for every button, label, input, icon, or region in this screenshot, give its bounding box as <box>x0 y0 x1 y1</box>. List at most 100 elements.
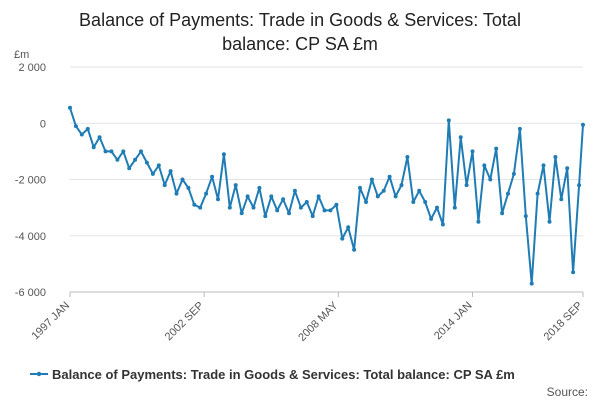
data-point[interactable] <box>245 194 250 199</box>
data-point[interactable] <box>500 211 505 216</box>
data-point[interactable] <box>352 247 357 252</box>
data-point[interactable] <box>227 205 232 210</box>
data-point[interactable] <box>511 171 516 176</box>
data-point[interactable] <box>565 166 570 171</box>
data-point[interactable] <box>221 152 226 157</box>
data-point[interactable] <box>535 191 540 196</box>
data-point[interactable] <box>429 216 434 221</box>
data-point[interactable] <box>470 149 475 154</box>
data-point[interactable] <box>417 188 422 193</box>
data-point[interactable] <box>73 124 78 129</box>
data-point[interactable] <box>541 163 546 168</box>
data-point[interactable] <box>68 105 72 110</box>
data-point[interactable] <box>127 166 132 171</box>
data-point[interactable] <box>139 149 143 154</box>
data-point[interactable] <box>559 197 564 202</box>
data-point[interactable] <box>216 197 220 202</box>
data-point[interactable] <box>423 200 428 204</box>
data-point[interactable] <box>440 222 445 227</box>
data-point[interactable] <box>571 270 576 275</box>
data-point[interactable] <box>405 155 410 159</box>
data-point[interactable] <box>239 211 244 216</box>
data-point[interactable] <box>257 185 262 190</box>
data-point[interactable] <box>452 205 457 210</box>
data-point[interactable] <box>334 202 339 207</box>
data-point[interactable] <box>577 183 582 188</box>
data-point[interactable] <box>494 146 499 151</box>
data-point[interactable] <box>198 205 203 210</box>
data-point[interactable] <box>458 135 463 140</box>
data-point[interactable] <box>316 194 321 199</box>
data-point[interactable] <box>180 177 185 182</box>
data-point[interactable] <box>399 183 404 188</box>
data-point[interactable] <box>144 160 149 165</box>
data-point[interactable] <box>186 185 191 190</box>
data-point[interactable] <box>358 185 362 190</box>
data-point[interactable] <box>364 200 368 204</box>
data-point[interactable] <box>346 225 351 230</box>
data-point[interactable] <box>281 197 286 202</box>
data-point[interactable] <box>411 200 416 204</box>
data-point[interactable] <box>115 157 120 162</box>
data-point[interactable] <box>482 163 487 168</box>
data-point[interactable] <box>204 191 209 196</box>
data-point[interactable] <box>233 183 238 188</box>
data-point[interactable] <box>529 281 534 286</box>
y-axis-ticks: 2 000 0 -2 000 -4 000 -6 000 <box>15 62 46 299</box>
data-point[interactable] <box>488 177 493 182</box>
data-point[interactable] <box>369 177 374 182</box>
data-point[interactable] <box>393 194 398 199</box>
data-point[interactable] <box>298 205 303 210</box>
data-point[interactable] <box>174 191 179 196</box>
data-point[interactable] <box>464 183 469 188</box>
chart-title-line-1: Balance of Payments: Trade in Goods & Se… <box>79 10 521 30</box>
data-point[interactable] <box>581 122 585 127</box>
data-point[interactable] <box>162 183 167 188</box>
data-point[interactable] <box>85 126 90 131</box>
data-point[interactable] <box>168 169 173 174</box>
data-point[interactable] <box>79 132 84 137</box>
data-point[interactable] <box>150 171 155 176</box>
data-point[interactable] <box>547 219 552 224</box>
data-point[interactable] <box>91 145 96 150</box>
data-point[interactable] <box>103 149 108 154</box>
data-point[interactable] <box>109 149 114 154</box>
data-point[interactable] <box>97 135 102 140</box>
x-tick-label: 2008 MAY <box>296 299 341 344</box>
data-point[interactable] <box>387 174 392 179</box>
data-point[interactable] <box>506 191 510 196</box>
data-point[interactable] <box>381 188 386 193</box>
data-point[interactable] <box>269 194 274 199</box>
data-point[interactable] <box>121 149 126 154</box>
data-point[interactable] <box>156 163 161 168</box>
legend-marker-swatch <box>36 371 42 377</box>
data-point[interactable] <box>275 208 280 213</box>
data-point[interactable] <box>328 208 333 213</box>
data-point[interactable] <box>192 202 197 207</box>
data-point[interactable] <box>304 200 309 204</box>
data-point[interactable] <box>446 118 451 123</box>
x-tick-label: 2018 SEP <box>542 300 586 344</box>
data-point[interactable] <box>476 219 481 224</box>
data-point[interactable] <box>133 157 138 162</box>
x-tick-label: 1997 JAN <box>29 300 72 343</box>
legend[interactable]: Balance of Payments: Trade in Goods & Se… <box>30 367 515 382</box>
data-point[interactable] <box>523 214 528 219</box>
data-point[interactable] <box>310 214 315 219</box>
source-label: Source: <box>547 385 588 399</box>
data-point[interactable] <box>435 205 439 210</box>
y-axis-unit-label: £m <box>14 49 29 61</box>
data-point[interactable] <box>287 211 291 216</box>
data-point[interactable] <box>375 194 380 199</box>
data-point[interactable] <box>340 236 345 241</box>
gridlines <box>70 66 583 293</box>
y-tick-label: 2 000 <box>18 62 46 74</box>
data-point[interactable] <box>251 205 256 210</box>
data-point[interactable] <box>210 174 215 179</box>
data-point[interactable] <box>292 188 297 193</box>
data-point[interactable] <box>263 214 268 219</box>
data-point[interactable] <box>322 208 327 213</box>
data-point[interactable] <box>553 155 558 159</box>
data-point[interactable] <box>517 126 522 131</box>
